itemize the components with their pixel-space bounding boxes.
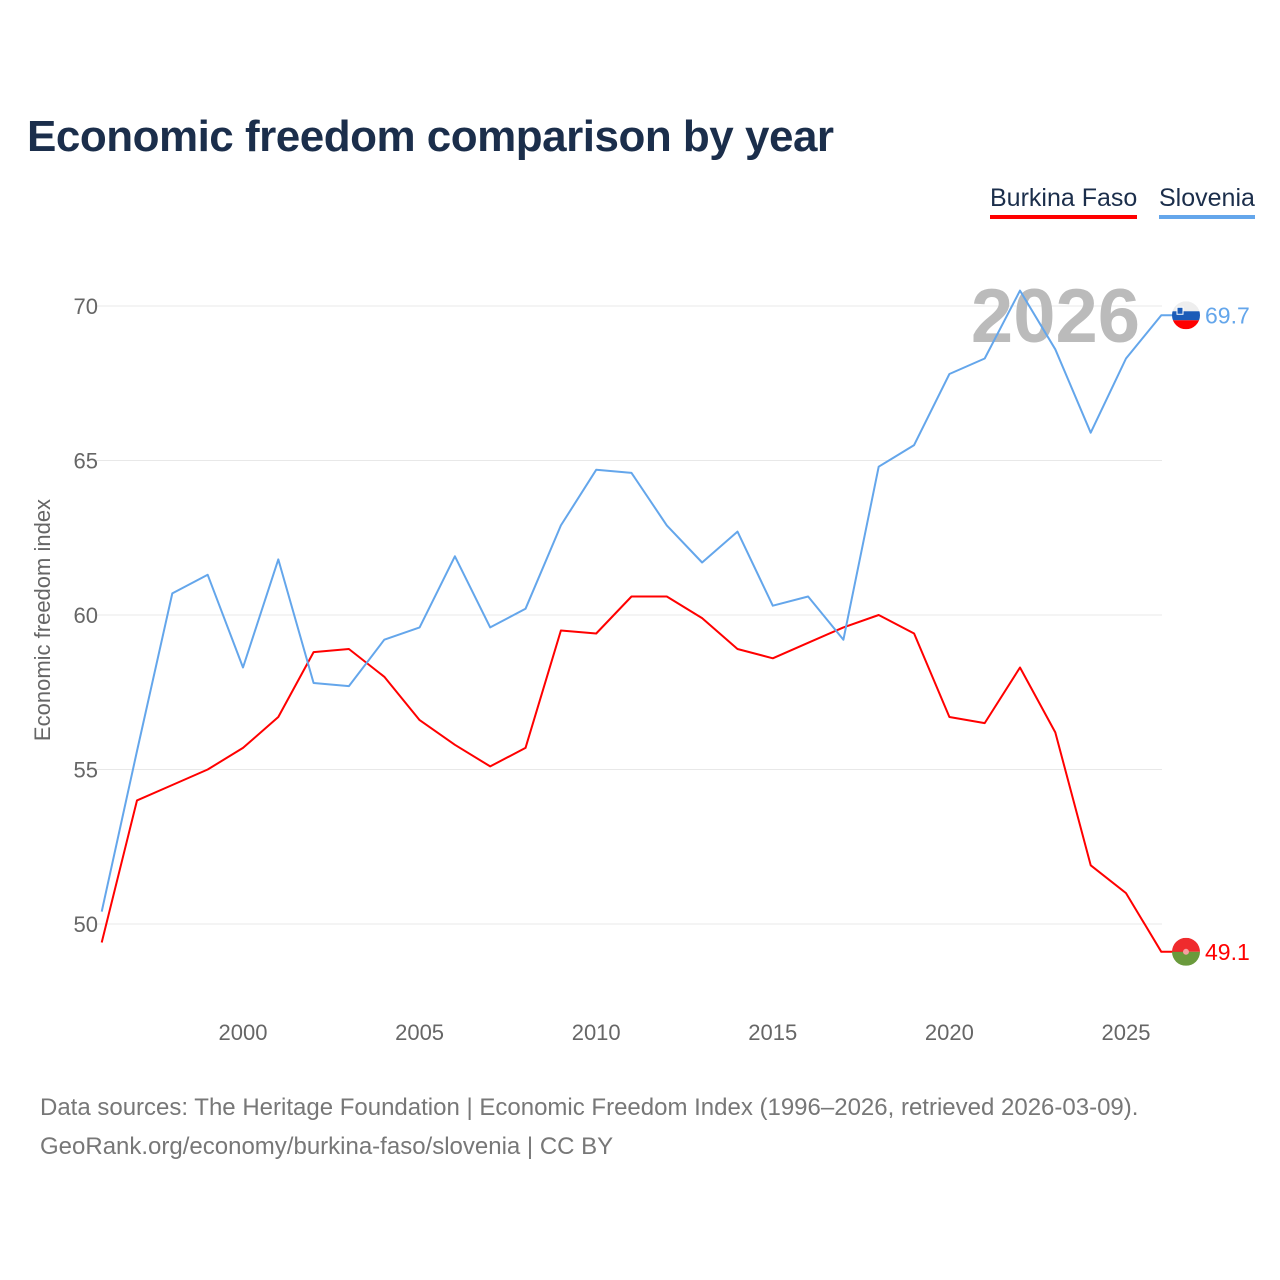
y-tick-label: 70 <box>74 294 98 319</box>
flag-body <box>1172 937 1200 966</box>
flag-stripe <box>1172 951 1200 966</box>
y-tick-label: 60 <box>74 603 98 628</box>
flag-burkina-faso-icon <box>1172 937 1200 966</box>
flag-stripe <box>1172 311 1200 321</box>
y-tick-label: 65 <box>74 449 98 474</box>
chart-title: Economic freedom comparison by year <box>27 112 834 161</box>
x-tick-label: 2000 <box>219 1020 268 1045</box>
sources-line-2[interactable]: GeoRank.org/economy/burkina-faso/sloveni… <box>40 1133 614 1160</box>
flag-body <box>1172 301 1200 330</box>
data-sources: Data sources: The Heritage Foundation | … <box>40 1088 1138 1166</box>
end-value-label: 49.1 <box>1205 939 1250 965</box>
y-tick-label: 50 <box>74 912 98 937</box>
legend-slovenia[interactable]: Slovenia <box>1159 184 1255 219</box>
year-watermark: 2026 <box>971 274 1140 359</box>
flag-star <box>1183 948 1189 955</box>
y-tick-label: 55 <box>74 758 98 783</box>
x-tick-label: 2005 <box>395 1020 444 1045</box>
x-tick-label: 2025 <box>1102 1020 1151 1045</box>
flag-stripe <box>1172 320 1200 330</box>
flag-stripe <box>1172 301 1200 312</box>
x-tick-label: 2020 <box>925 1020 974 1045</box>
series-line-slovenia <box>100 289 1186 912</box>
sources-line-1: Data sources: The Heritage Foundation | … <box>40 1094 1139 1121</box>
flag-stripe <box>1172 937 1200 952</box>
series-line-burkina-faso <box>100 595 1186 953</box>
x-tick-label: 2015 <box>748 1020 797 1045</box>
flag-slovenia-icon <box>1172 301 1200 330</box>
x-tick-label: 2010 <box>572 1020 621 1045</box>
end-value-label: 69.7 <box>1205 302 1250 328</box>
flag-crest <box>1176 306 1184 315</box>
legend-burkina-faso[interactable]: Burkina Faso <box>990 184 1138 219</box>
